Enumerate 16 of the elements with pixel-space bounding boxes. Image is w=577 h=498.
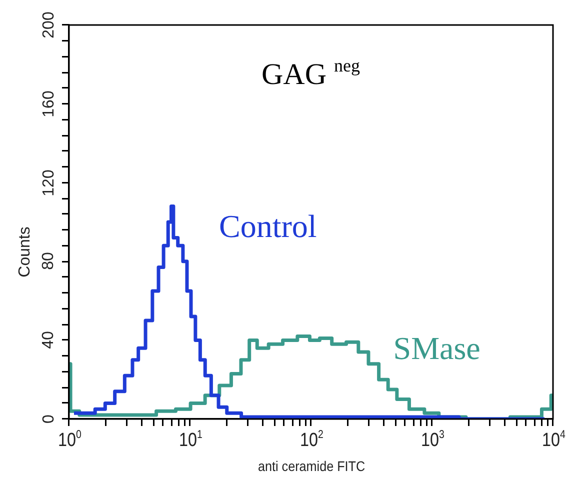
y-tick-label: 120 [40, 169, 57, 196]
x-tick-label: 10$^{4}$ [542, 429, 565, 451]
y-tick-label: 200 [40, 12, 57, 38]
series-label: SMase [393, 330, 480, 366]
x-tick-label: 10$^{3}$ [420, 429, 444, 451]
x-tick-label: 10$^{1}$ [178, 429, 202, 451]
text: GAG $^{neg}$ [262, 55, 360, 91]
y-axis-title: Counts [16, 226, 33, 278]
y-tick-label: 160 [40, 90, 57, 118]
x-axis-title: anti ceramide FITC [257, 458, 365, 474]
y-tick-label: 0 [40, 414, 57, 424]
x-tick-label: 10$^{2}$ [300, 429, 323, 451]
y-tick-label: 80 [40, 252, 57, 270]
series-label: Control [219, 208, 317, 244]
x-tick-label: 10$^{0}$ [58, 429, 81, 451]
y-tick-label: 40 [40, 331, 57, 350]
